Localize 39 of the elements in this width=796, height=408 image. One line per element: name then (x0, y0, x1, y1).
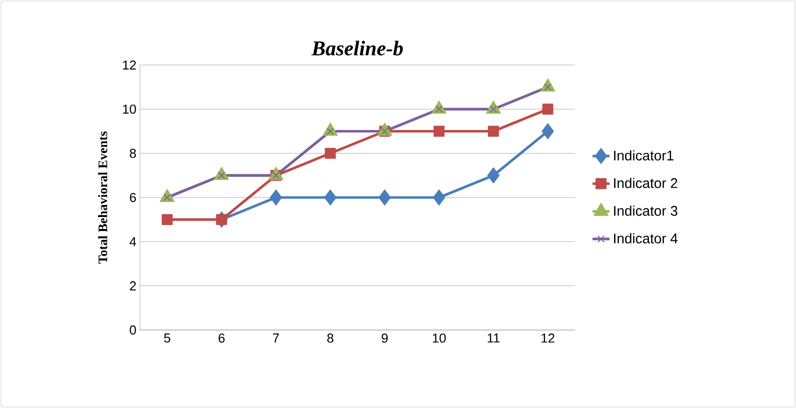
point (324, 190, 336, 206)
y-axis-title: Total Behavioral Events (98, 131, 108, 264)
y-tick-label: 12 (123, 60, 136, 70)
point (218, 172, 226, 180)
chart-title: Baseline-b (311, 40, 403, 56)
point (378, 190, 391, 206)
x-tick-label: 5 (164, 334, 170, 343)
point (270, 190, 282, 206)
point (487, 167, 500, 184)
point (324, 148, 336, 159)
x-tick-label: 8 (327, 334, 334, 343)
x-tick-label: 6 (218, 334, 225, 343)
x-tick-label: 11 (488, 334, 500, 342)
point (542, 104, 554, 115)
point (326, 128, 334, 135)
point (432, 190, 446, 206)
legend-label: Indicator 2 (614, 178, 678, 188)
y-tick-label: 2 (130, 281, 136, 290)
point (216, 214, 228, 226)
point (164, 194, 171, 202)
x-tick-label: 10 (432, 334, 446, 343)
point (542, 123, 554, 140)
y-tick-label: 0 (130, 325, 136, 335)
point (434, 126, 445, 137)
x-tick-label: 7 (273, 334, 279, 342)
y-tick-label: 4 (130, 237, 136, 246)
y-tick-label: 6 (130, 192, 136, 202)
point (435, 105, 443, 113)
y-tick-label: 8 (130, 148, 136, 158)
legend-label: Indicator 3 (614, 206, 678, 216)
legend-label: Indicator1 (614, 150, 674, 160)
x-tick-label: 9 (382, 334, 388, 343)
legend-label: Indicator 4 (614, 233, 678, 244)
point (544, 83, 552, 91)
y-tick-label: 10 (123, 104, 136, 114)
point (488, 126, 499, 137)
x-tick-label: 12 (542, 334, 554, 343)
point (162, 214, 173, 226)
point (490, 105, 498, 113)
